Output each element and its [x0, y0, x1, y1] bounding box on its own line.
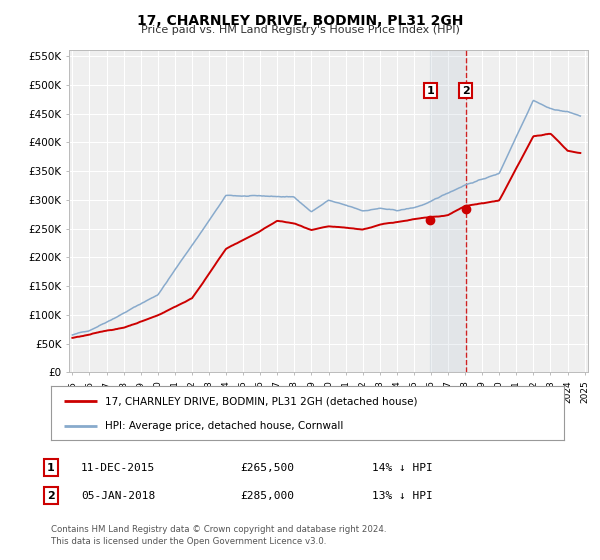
Text: 14% ↓ HPI: 14% ↓ HPI [372, 463, 433, 473]
Text: Price paid vs. HM Land Registry's House Price Index (HPI): Price paid vs. HM Land Registry's House … [140, 25, 460, 35]
Text: 2: 2 [462, 86, 470, 96]
Text: 13% ↓ HPI: 13% ↓ HPI [372, 491, 433, 501]
Text: 05-JAN-2018: 05-JAN-2018 [81, 491, 155, 501]
Text: 2: 2 [47, 491, 55, 501]
Text: 1: 1 [47, 463, 55, 473]
Text: 1: 1 [427, 86, 434, 96]
Text: 17, CHARNLEY DRIVE, BODMIN, PL31 2GH: 17, CHARNLEY DRIVE, BODMIN, PL31 2GH [137, 14, 463, 28]
Text: HPI: Average price, detached house, Cornwall: HPI: Average price, detached house, Corn… [105, 421, 343, 431]
Text: Contains HM Land Registry data © Crown copyright and database right 2024.
This d: Contains HM Land Registry data © Crown c… [51, 525, 386, 546]
Bar [430, 50, 466, 372]
Text: 11-DEC-2015: 11-DEC-2015 [81, 463, 155, 473]
Text: £285,000: £285,000 [240, 491, 294, 501]
Text: 17, CHARNLEY DRIVE, BODMIN, PL31 2GH (detached house): 17, CHARNLEY DRIVE, BODMIN, PL31 2GH (de… [105, 396, 418, 407]
Text: £265,500: £265,500 [240, 463, 294, 473]
